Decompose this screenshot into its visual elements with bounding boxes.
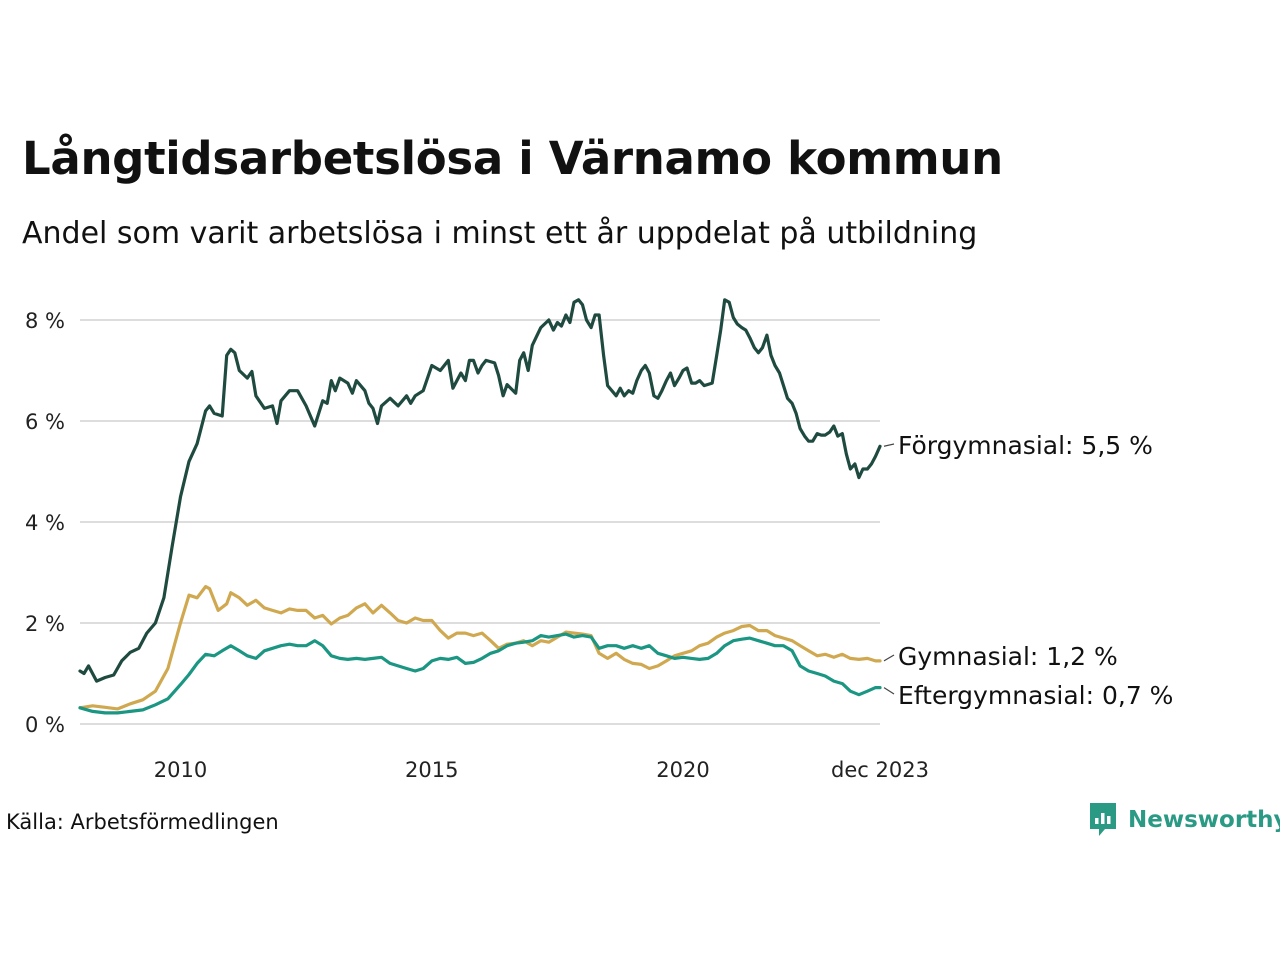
series-line-förgymnasial xyxy=(78,298,882,683)
y-tick-label: 6 % xyxy=(25,410,65,434)
label-connector xyxy=(883,687,895,695)
chart-title: Långtidsarbetslösa i Värnamo kommun xyxy=(22,132,1003,185)
x-tick-label: dec 2023 xyxy=(831,758,929,782)
series-end-label: Gymnasial: 1,2 % xyxy=(898,642,1118,671)
label-connector xyxy=(883,443,895,447)
newsworthy-logo-icon xyxy=(1090,803,1116,836)
series-lines xyxy=(78,298,882,715)
y-tick-label: 0 % xyxy=(25,713,65,737)
y-tick-label: 4 % xyxy=(25,511,65,535)
y-tick-label: 8 % xyxy=(25,309,65,333)
series-end-labels: Gymnasial: 1,2 % Eftergymnasial: 0,7 % För… xyxy=(883,431,1173,710)
x-tick-label: 2015 xyxy=(405,758,458,782)
label-connector xyxy=(883,654,895,662)
series-end-label: Förgymnasial: 5,5 % xyxy=(898,431,1153,460)
chart-subtitle: Andel som varit arbetslösa i minst ett å… xyxy=(22,216,978,251)
series-line-gymnasial xyxy=(78,585,882,711)
y-tick-label: 2 % xyxy=(25,612,65,636)
series-end-label: Eftergymnasial: 0,7 % xyxy=(898,681,1173,710)
x-axis-tick-labels: 2010 2015 2020 dec 2023 xyxy=(154,758,929,782)
x-tick-label: 2020 xyxy=(656,758,709,782)
newsworthy-logo: Newsworthy xyxy=(1088,802,1280,838)
y-axis-tick-labels: 0 % 2 % 4 % 6 % 8 % xyxy=(25,309,65,737)
series-line-eftergymnasial xyxy=(78,632,882,715)
newsworthy-brand-name: Newsworthy xyxy=(1128,807,1280,833)
source-note: Källa: Arbetsförmedlingen xyxy=(6,810,279,834)
gridlines xyxy=(80,319,880,725)
x-tick-label: 2010 xyxy=(154,758,207,782)
